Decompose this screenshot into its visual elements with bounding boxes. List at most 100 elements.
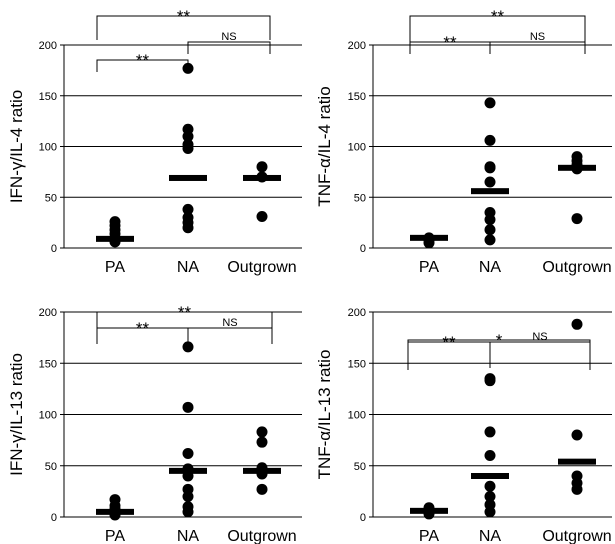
y-axis-label: TNF-α/IL-4 ratio [315, 86, 334, 206]
data-point [571, 318, 583, 330]
data-point [484, 134, 496, 146]
y-tick-label: 100 [39, 142, 57, 154]
data-point [571, 470, 583, 482]
y-axis-label: TNF-α/IL-13 ratio [315, 350, 334, 480]
y-tick-label: 50 [354, 192, 366, 204]
median-bar [471, 473, 509, 479]
y-tick-label: 100 [39, 410, 57, 422]
data-point [109, 494, 121, 506]
data-point [484, 426, 496, 438]
x-category-label: PA [419, 528, 439, 544]
x-category-label: PA [105, 259, 125, 276]
significance-bracket [96, 59, 189, 72]
x-category-label: Outgrown [227, 259, 296, 276]
data-point [182, 203, 194, 215]
data-point [484, 491, 496, 502]
y-tick-label: 200 [348, 307, 366, 319]
significance-bracket [407, 339, 591, 370]
significance-bracket [489, 341, 591, 368]
significance-bracket [96, 311, 273, 342]
data-point [484, 97, 496, 109]
data-point [182, 483, 194, 495]
significance-label-ns: NS [530, 31, 545, 43]
significance-bracket [409, 15, 586, 46]
x-category-label: Outgrown [542, 528, 611, 544]
data-point [484, 176, 496, 188]
median-bar [558, 458, 596, 465]
y-tick-label: 100 [348, 410, 366, 422]
data-point [256, 211, 268, 223]
significance-label: * [496, 331, 503, 350]
data-point [109, 216, 121, 228]
data-point [256, 161, 268, 173]
median-bar [243, 174, 281, 181]
data-point [484, 373, 496, 385]
significance-label: ** [136, 51, 150, 70]
median-bar [243, 467, 281, 474]
median-bar [410, 507, 448, 514]
data-point [256, 426, 268, 438]
data-point [484, 224, 496, 236]
data-point [182, 401, 194, 413]
significance-label: ** [177, 7, 191, 26]
y-tick-label: 50 [354, 461, 366, 473]
x-category-label: Outgrown [227, 528, 296, 544]
significance-label: ** [178, 303, 192, 322]
significance-label: ** [443, 33, 457, 52]
chart-panel-2: 0 50 100 150 200 TNF-α/IL-4 ratio PA NA Outgrown… [315, 7, 612, 276]
data-point [484, 234, 496, 246]
data-point [571, 429, 583, 441]
y-tick-label: 200 [39, 40, 57, 52]
significance-bracket [187, 41, 271, 54]
significance-label: ** [136, 319, 150, 338]
x-category-label: Outgrown [542, 259, 611, 276]
significance-label-ns: NS [222, 317, 237, 329]
chart-panel-3: 0 50 100 150 200 IFN-γ/IL-13 ratio PA NA Outgrow… [7, 303, 302, 544]
median-bar [96, 508, 134, 515]
y-tick-label: 0 [360, 512, 366, 524]
significance-bracket [187, 327, 273, 344]
significance-bracket [489, 41, 586, 54]
x-category-label: NA [177, 259, 200, 276]
x-category-label: NA [479, 528, 502, 544]
median-bar [558, 164, 596, 171]
y-axis-label: IFN-γ/IL-4 ratio [7, 90, 26, 203]
y-tick-label: 0 [51, 512, 57, 524]
significance-label-ns: NS [221, 31, 236, 43]
data-point [484, 161, 496, 173]
y-tick-label: 0 [51, 243, 57, 255]
median-bar [471, 188, 509, 195]
significance-label: ** [491, 7, 505, 26]
data-point [182, 123, 194, 135]
data-point [484, 480, 496, 492]
x-category-label: NA [479, 259, 502, 276]
median-bar [410, 234, 448, 241]
data-point [182, 212, 194, 224]
chart-panel-1: 0 50 100 150 200 IFN-γ/IL-4 ratio PA NA Outgrown… [7, 7, 302, 276]
y-axis-label: IFN-γ/IL-13 ratio [7, 353, 26, 476]
data-point [182, 447, 194, 459]
chart-panel-4: 0 50 100 150 200 TNF-α/IL-13 ratio PA NA Outgrow… [315, 307, 612, 544]
y-tick-label: 50 [45, 461, 57, 473]
y-tick-label: 150 [39, 91, 57, 103]
y-tick-label: 100 [348, 142, 366, 154]
median-bar [169, 467, 207, 474]
median-bar [96, 235, 134, 242]
x-category-label: NA [177, 528, 200, 544]
data-point [182, 138, 194, 150]
x-category-label: PA [419, 259, 439, 276]
data-point [256, 436, 268, 448]
data-point [484, 450, 496, 461]
data-point [256, 483, 268, 495]
data-point [182, 501, 194, 513]
significance-label-ns: NS [532, 331, 547, 343]
y-tick-label: 50 [45, 192, 57, 204]
median-bar [169, 174, 207, 181]
data-point [571, 151, 583, 163]
data-point [571, 213, 583, 225]
significance-bracket [96, 15, 271, 40]
y-tick-label: 150 [39, 358, 57, 370]
x-category-label: PA [105, 528, 125, 544]
data-point [484, 206, 496, 218]
